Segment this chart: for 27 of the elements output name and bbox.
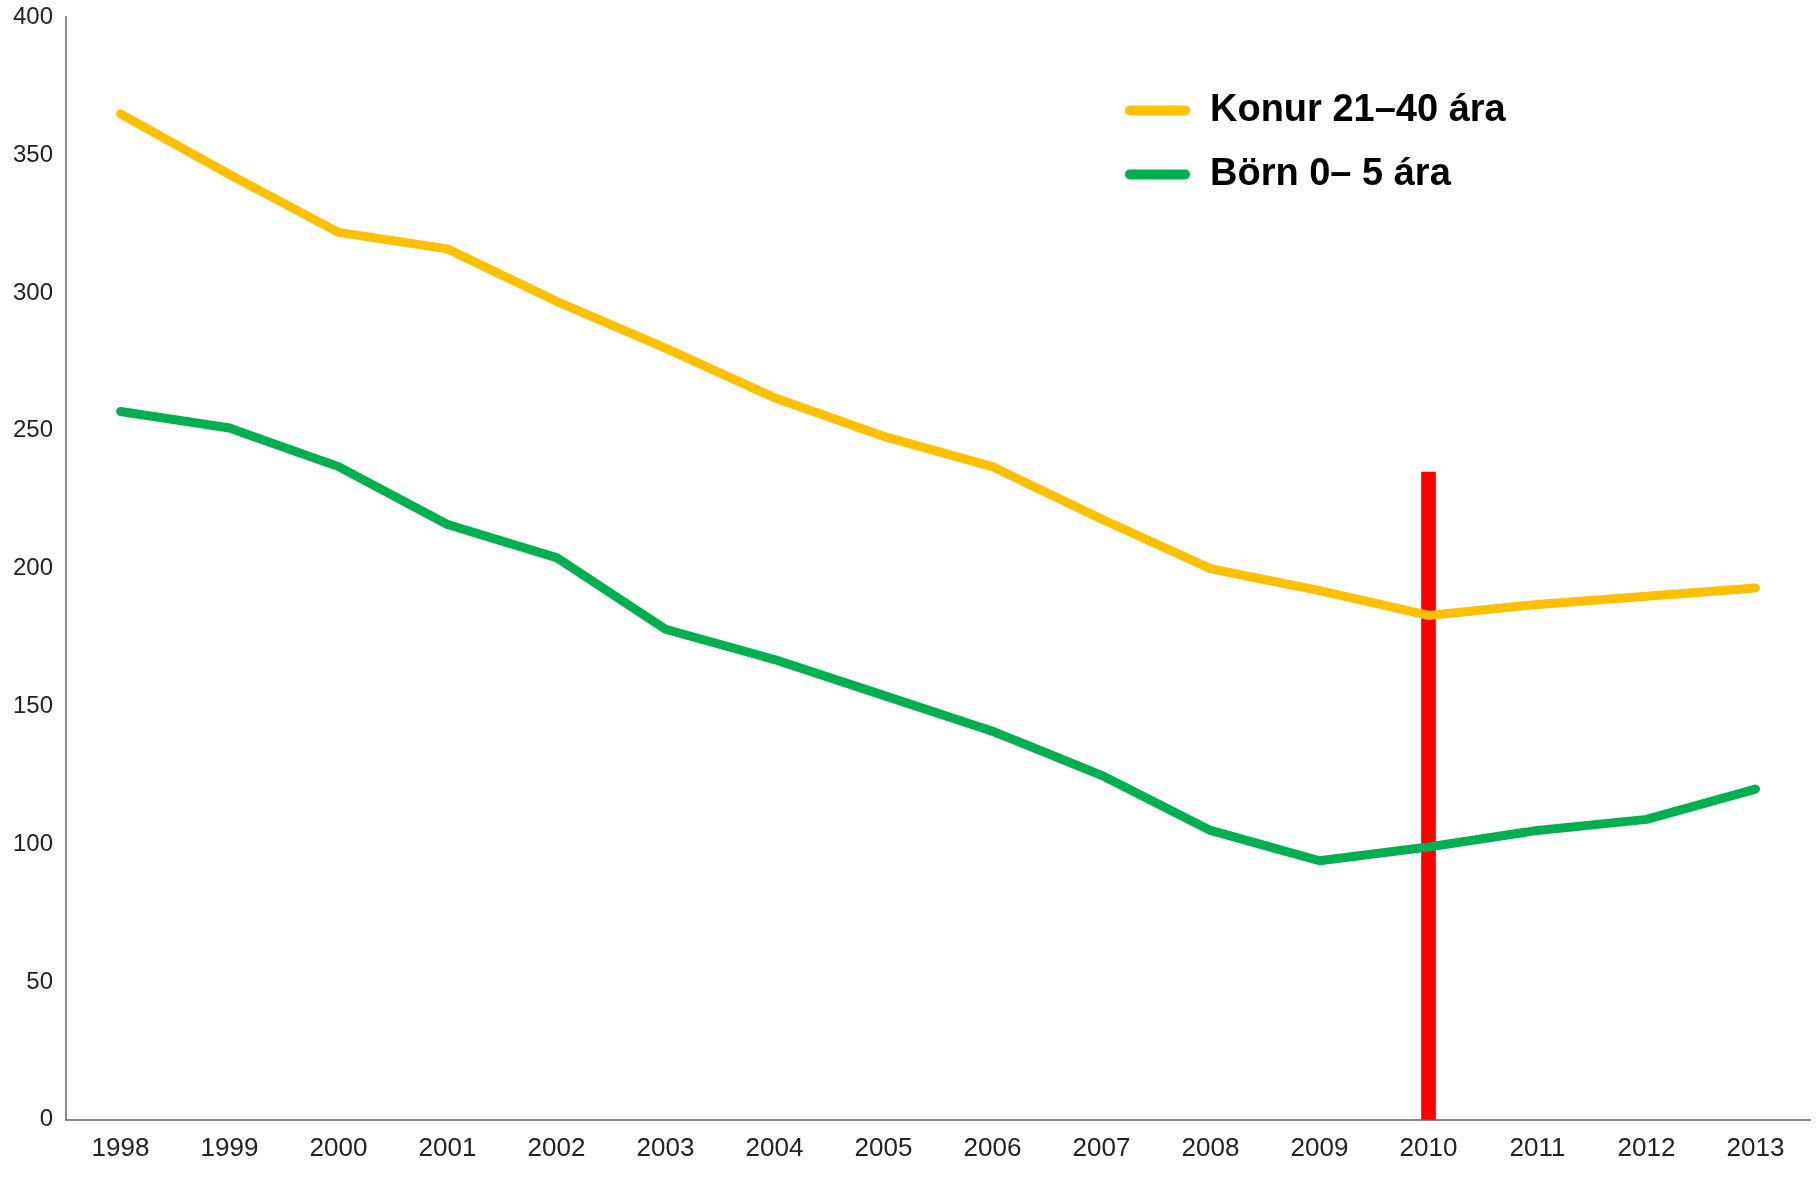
legend-label: Konur 21–40 ára — [1210, 86, 1507, 129]
x-tick-label: 2003 — [636, 1131, 695, 1162]
x-tick-label: 2004 — [745, 1131, 804, 1162]
x-tick-label: 2011 — [1509, 1131, 1566, 1162]
x-tick-label: 2000 — [309, 1131, 368, 1162]
y-tick-label: 300 — [13, 277, 54, 305]
x-tick-label: 2013 — [1726, 1131, 1785, 1162]
y-tick-label: 250 — [13, 415, 54, 443]
x-tick-label: 2001 — [418, 1131, 477, 1162]
y-tick-label: 400 — [13, 2, 54, 30]
y-tick-label: 50 — [26, 966, 54, 994]
x-tick-label: 2008 — [1181, 1131, 1240, 1162]
y-tick-label: 200 — [13, 553, 54, 581]
y-tick-label: 0 — [39, 1104, 54, 1132]
x-tick-label: 2007 — [1072, 1131, 1131, 1162]
x-tick-label: 2009 — [1290, 1131, 1349, 1162]
y-tick-label: 350 — [13, 139, 54, 167]
x-tick-label: 1999 — [200, 1131, 259, 1162]
x-tick-label: 2002 — [527, 1131, 586, 1162]
x-tick-label: 2010 — [1399, 1131, 1458, 1162]
x-tick-label: 1998 — [91, 1131, 150, 1162]
x-tick-label: 2012 — [1617, 1131, 1676, 1162]
y-tick-label: 100 — [13, 828, 54, 856]
legend-label: Börn 0– 5 ára — [1210, 150, 1452, 193]
x-tick-label: 2005 — [854, 1131, 913, 1162]
x-tick-label: 2006 — [963, 1131, 1022, 1162]
y-tick-label: 150 — [13, 691, 54, 719]
